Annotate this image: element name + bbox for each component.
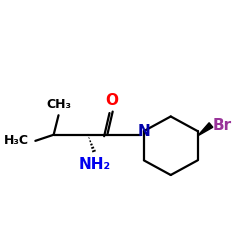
Text: H₃C: H₃C [4,134,29,147]
Text: NH₂: NH₂ [79,156,111,172]
Text: CH₃: CH₃ [46,98,71,111]
Text: Br: Br [212,118,231,132]
Polygon shape [198,123,213,136]
Text: O: O [106,93,119,108]
Text: N: N [138,124,150,138]
